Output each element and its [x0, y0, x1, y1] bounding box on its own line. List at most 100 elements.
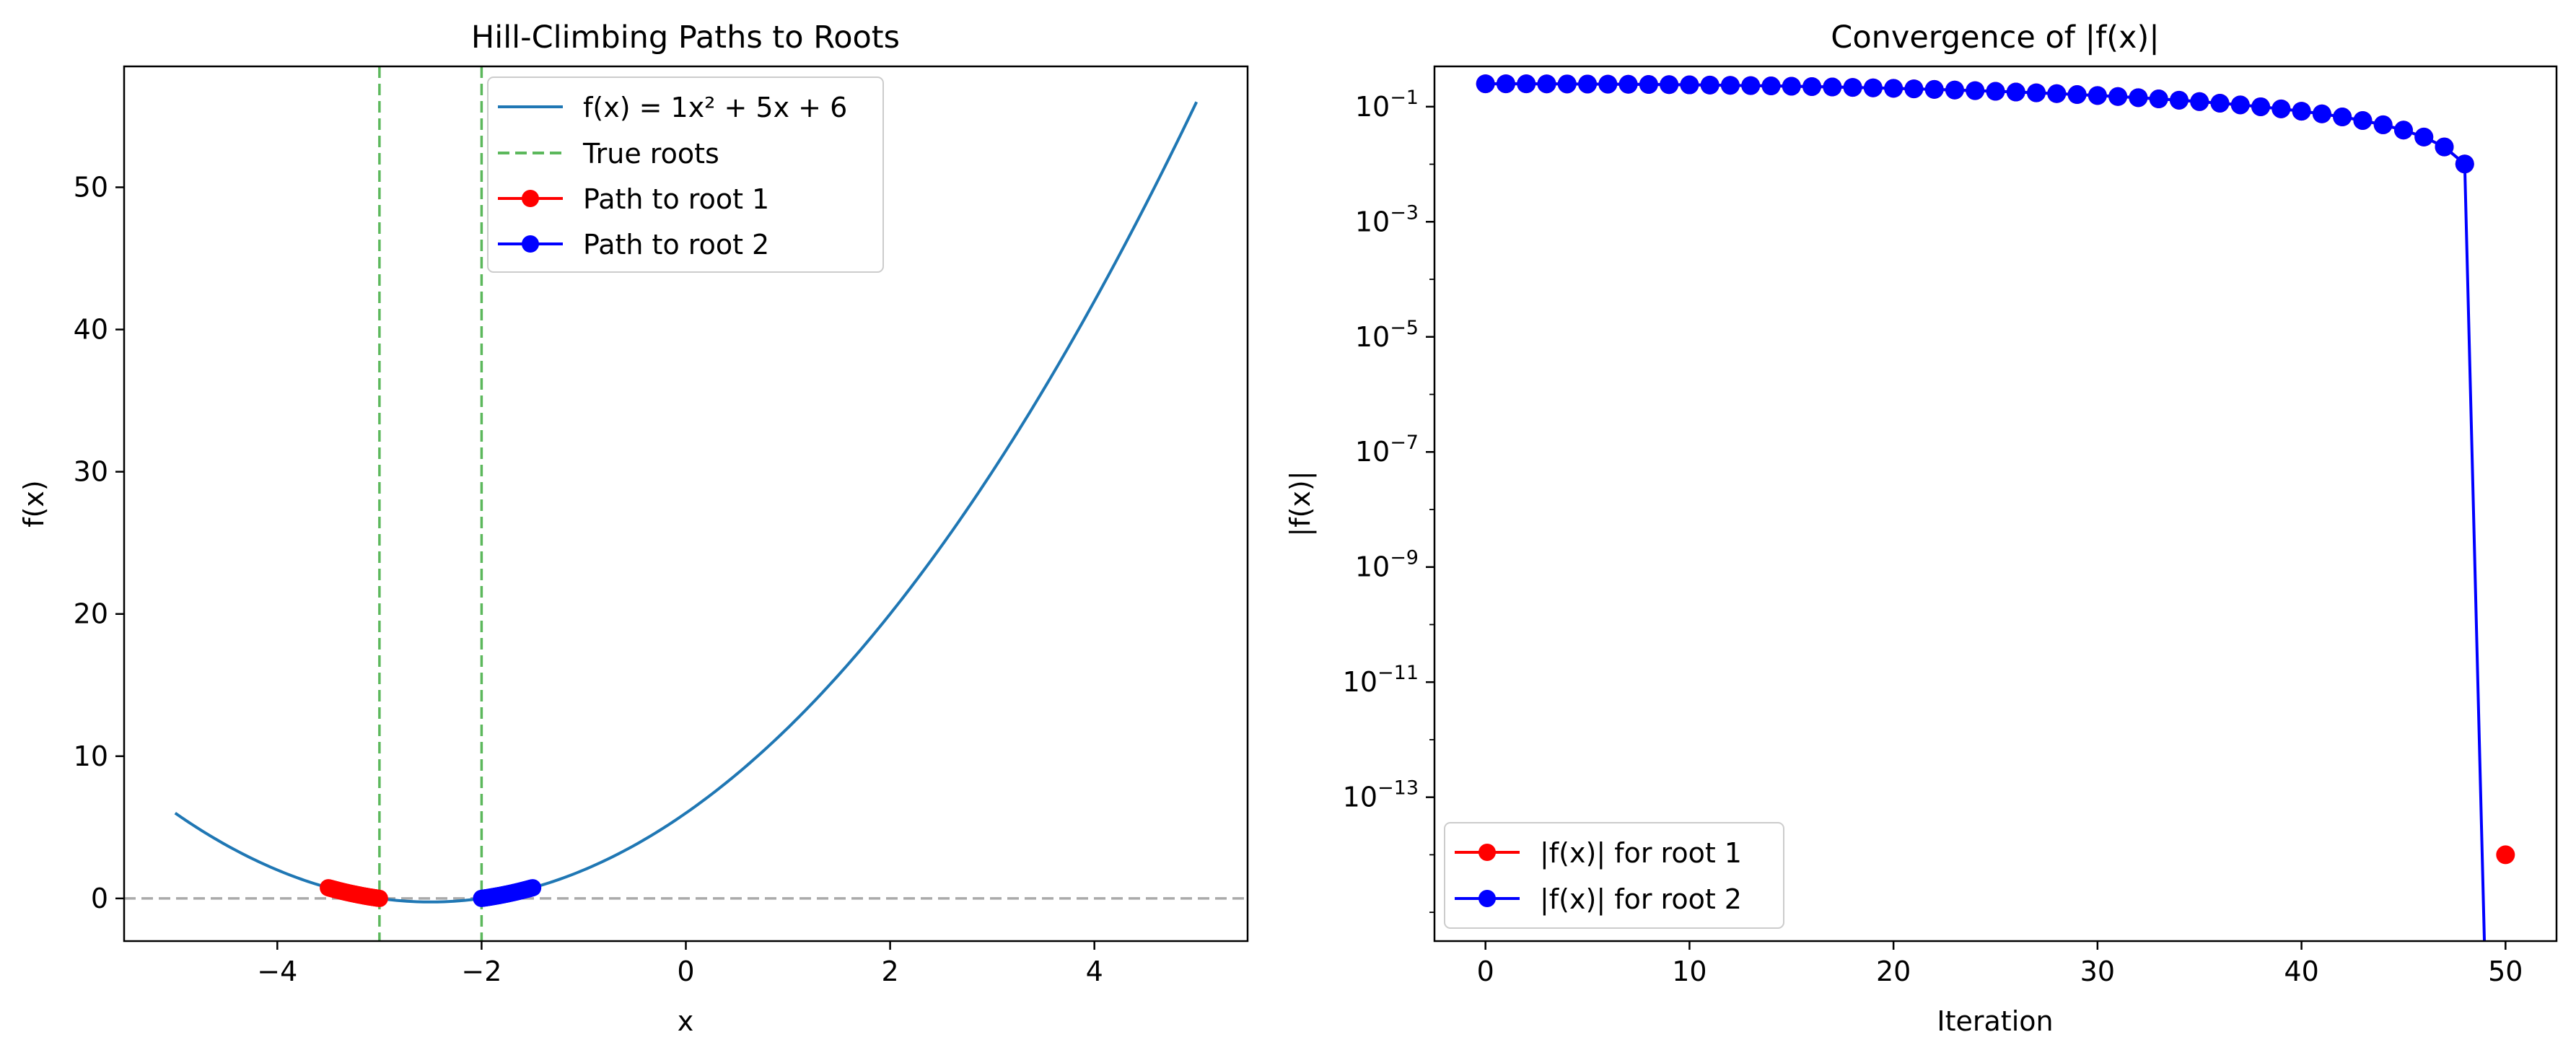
left-chart-legend-frame [487, 76, 884, 273]
convergence-point-root-2 [1476, 74, 1495, 94]
convergence-point-root-2 [1884, 79, 1903, 98]
right-chart: Convergence of |f(x)| 0 10 20 30 40 50 10−1 10−… [1284, 0, 2558, 1037]
right-chart-plot-area [1476, 0, 2515, 941]
left-chart-legend: f(x) = 1x² + 5x + 6 True roots Path to r… [487, 76, 884, 273]
y-tick-label: 10−5 [1355, 317, 1419, 353]
y-tick-label: 40 [74, 314, 108, 346]
convergence-point-root-2 [2230, 95, 2250, 115]
convergence-point-root-2 [2435, 137, 2454, 157]
convergence-point-root-2 [2190, 92, 2209, 111]
convergence-point-root-2 [1782, 76, 1801, 96]
convergence-point-root-2 [1660, 75, 1679, 95]
convergence-point-root-2 [1537, 74, 1556, 94]
y-tick-label: 20 [74, 598, 108, 630]
y-tick-label: 30 [74, 456, 108, 488]
legend-marker-path-root-1 [522, 190, 539, 207]
convergence-point-root-1 [2496, 845, 2515, 865]
legend-label-function: f(x) = 1x² + 5x + 6 [583, 92, 847, 123]
legend-label-path-root-1: Path to root 1 [583, 183, 769, 215]
convergence-point-root-2 [1639, 75, 1658, 95]
convergence-point-root-2 [2353, 110, 2373, 130]
convergence-point-root-2 [2027, 83, 2046, 102]
left-chart-y-axis-label: f(x) [18, 480, 50, 528]
convergence-point-root-2 [1741, 76, 1761, 95]
convergence-point-root-2 [1904, 79, 1924, 99]
left-chart-x-axis-label: x [678, 1005, 694, 1037]
convergence-point-root-2 [2414, 127, 2434, 147]
convergence-point-root-2 [1680, 75, 1699, 95]
y-tick-label: 10−13 [1343, 777, 1419, 813]
convergence-point-root-2 [1496, 74, 1515, 94]
x-tick-label: 50 [2488, 956, 2523, 987]
x-tick-label: 10 [1672, 956, 1707, 987]
convergence-point-root-2 [2047, 84, 2067, 103]
convergence-point-root-2 [2006, 82, 2025, 102]
convergence-point-root-2 [1924, 79, 1944, 99]
convergence-point-root-2 [1557, 74, 1577, 94]
right-chart-legend-frame [1444, 822, 1784, 929]
convergence-point-root-2 [2333, 108, 2352, 127]
right-chart-frame [1433, 65, 2558, 943]
convergence-point-root-2 [1863, 78, 1883, 97]
y-tick-label: 10−9 [1355, 547, 1419, 583]
y-tick-label: 10−7 [1355, 432, 1419, 468]
convergence-point-root-2 [1761, 76, 1781, 96]
legend-label-path-root-2: Path to root 2 [583, 229, 769, 261]
convergence-point-root-2 [1843, 78, 1862, 97]
convergence-point-root-2 [2149, 89, 2168, 109]
legend-marker-path-root-2 [522, 235, 539, 253]
right-chart-y-axis-label: |f(x)| [1284, 471, 1317, 536]
convergence-point-root-2 [2067, 85, 2087, 105]
y-tick-label: 0 [91, 883, 108, 914]
convergence-point-root-2 [1966, 81, 1985, 100]
convergence-point-root-2 [2271, 99, 2291, 118]
path-point-root-1 [370, 889, 388, 907]
convergence-point-root-2 [1802, 76, 1822, 96]
legend-marker-abs-root-2 [1478, 890, 1496, 907]
convergence-point-root-2 [1598, 74, 1618, 94]
legend-label-true-roots: True roots [582, 138, 719, 170]
y-tick-label: 10−3 [1355, 201, 1419, 237]
convergence-point-root-2 [2169, 90, 2189, 110]
x-tick-label: 0 [1477, 956, 1494, 987]
convergence-point-root-2 [2312, 104, 2331, 123]
convergence-point-root-2 [2393, 121, 2413, 140]
convergence-point-root-2 [1578, 74, 1598, 94]
left-chart-plot-area [124, 66, 1248, 941]
left-chart-title: Hill-Climbing Paths to Roots [471, 19, 900, 56]
legend-marker-abs-root-1 [1478, 844, 1496, 861]
convergence-point-root-2 [1700, 75, 1719, 95]
convergence-point-root-2 [1618, 74, 1638, 94]
y-tick-label: 10−11 [1343, 662, 1419, 698]
y-tick-label: 10 [74, 740, 108, 772]
convergence-point-root-2 [1823, 77, 1842, 97]
convergence-point-root-2 [2292, 102, 2311, 121]
convergence-point-root-2 [1720, 76, 1740, 95]
left-chart: Hill-Climbing Paths to Roots −4 −2 0 2 40102… [18, 19, 1249, 1037]
path-point-root-2 [473, 889, 491, 907]
x-tick-label: −2 [461, 956, 501, 987]
convergence-point-root-2 [1986, 82, 2005, 101]
convergence-point-root-2 [2129, 88, 2148, 108]
convergence-point-root-1 [2476, 0, 2494, 9]
y-tick-label: 50 [74, 172, 108, 204]
x-tick-label: 40 [2284, 956, 2318, 987]
convergence-point-root-2 [2210, 93, 2230, 113]
convergence-point-root-2 [1945, 80, 1964, 100]
legend-label-abs-root-1: |f(x)| for root 1 [1540, 837, 1742, 870]
x-tick-label: 4 [1086, 956, 1103, 987]
x-tick-label: 30 [2080, 956, 2115, 987]
convergence-point-root-2 [2455, 154, 2474, 174]
y-tick-label: 10−1 [1355, 87, 1419, 123]
x-tick-label: −4 [257, 956, 297, 987]
convergence-point-root-2 [2251, 97, 2271, 116]
x-tick-label: 20 [1876, 956, 1911, 987]
right-chart-x-axis-label: Iteration [1937, 1005, 2053, 1037]
convergence-point-root-2 [2087, 86, 2107, 105]
x-tick-label: 0 [677, 956, 694, 987]
convergence-point-root-2 [2373, 115, 2393, 134]
legend-label-abs-root-2: |f(x)| for root 2 [1540, 883, 1742, 916]
convergence-point-root-2 [2108, 87, 2128, 106]
convergence-point-root-2 [1517, 74, 1536, 94]
